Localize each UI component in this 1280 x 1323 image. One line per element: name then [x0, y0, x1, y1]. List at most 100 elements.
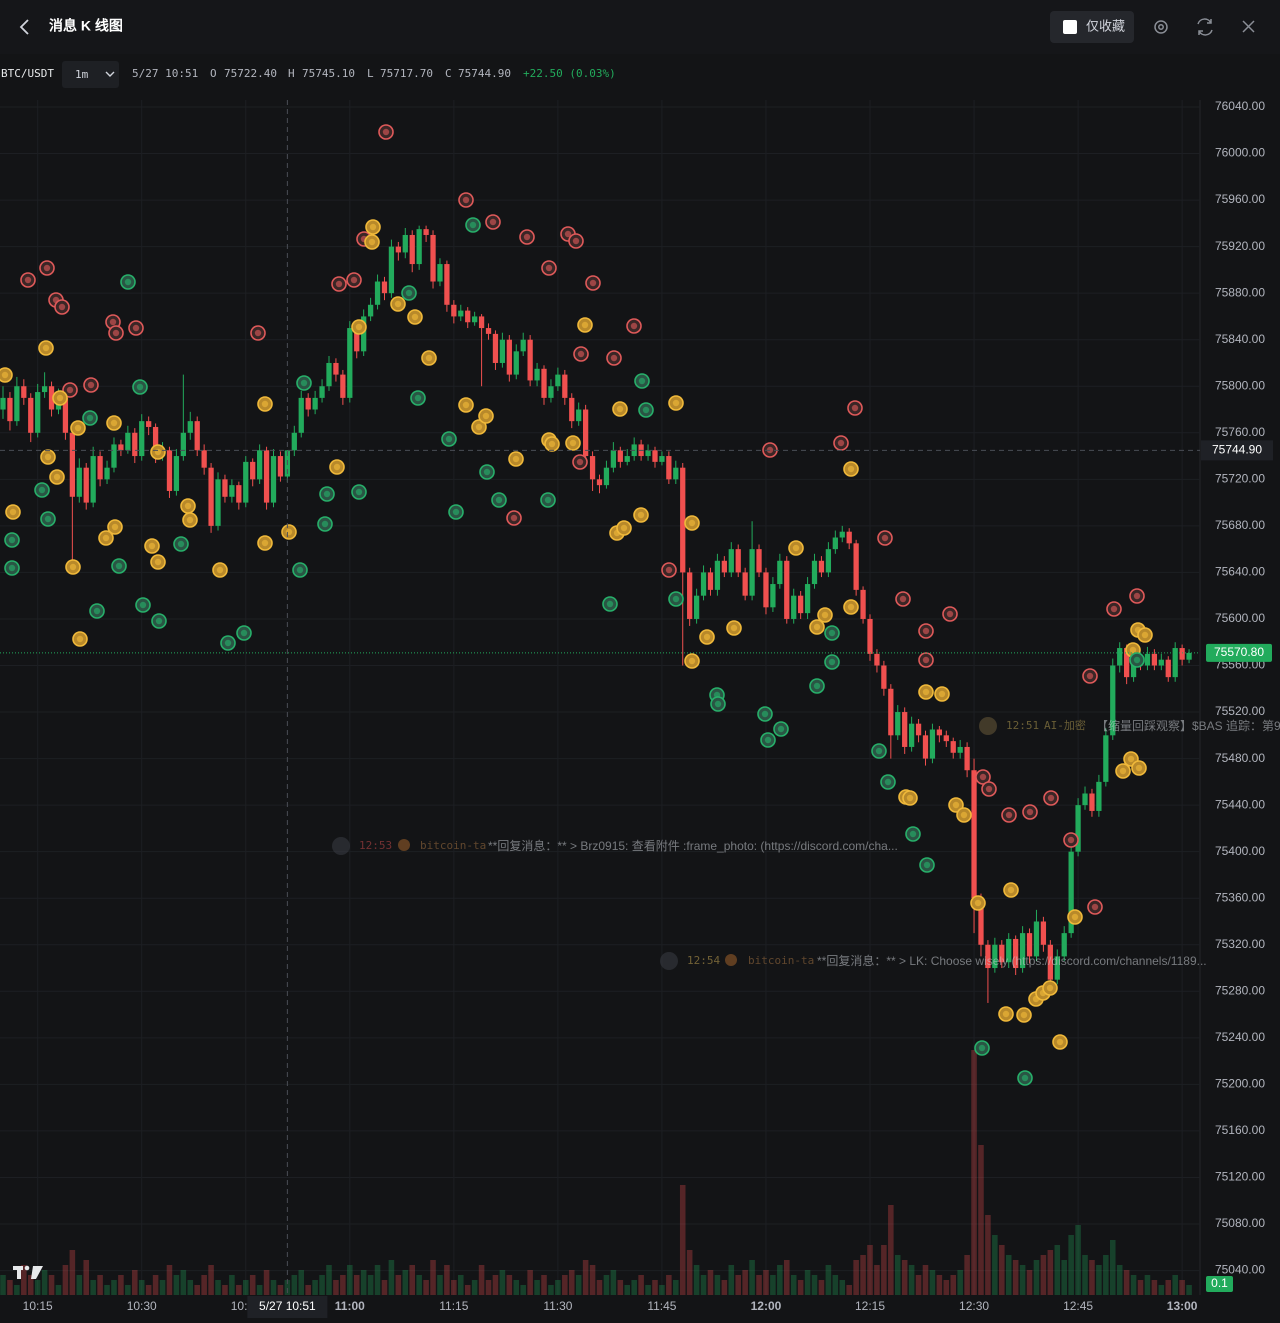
message-marker[interactable]: [106, 415, 122, 431]
message-marker[interactable]: [491, 492, 507, 508]
message-marker[interactable]: [471, 419, 487, 435]
message-marker[interactable]: [974, 1040, 990, 1056]
message-marker[interactable]: [236, 625, 252, 641]
message-marker[interactable]: [98, 530, 114, 546]
message-marker[interactable]: [407, 309, 423, 325]
message-marker[interactable]: [817, 607, 833, 623]
message-marker[interactable]: [1131, 760, 1147, 776]
message-marker[interactable]: [346, 272, 362, 288]
message-marker[interactable]: [572, 454, 588, 470]
message-marker[interactable]: [1003, 882, 1019, 898]
message-marker[interactable]: [72, 631, 88, 647]
message-marker[interactable]: [120, 274, 136, 290]
message-marker[interactable]: [65, 559, 81, 575]
message-marker[interactable]: [82, 410, 98, 426]
message-marker[interactable]: [1106, 601, 1122, 617]
message-marker[interactable]: [871, 743, 887, 759]
toggle-label[interactable]: 仅收藏: [1086, 18, 1125, 33]
message-marker[interactable]: [1042, 980, 1058, 996]
message-marker[interactable]: [956, 807, 972, 823]
message-marker[interactable]: [150, 444, 166, 460]
message-marker[interactable]: [788, 540, 804, 556]
message-marker[interactable]: [465, 217, 481, 233]
message-marker[interactable]: [602, 596, 618, 612]
message-marker[interactable]: [634, 373, 650, 389]
message-marker[interactable]: [421, 350, 437, 366]
message-marker[interactable]: [880, 774, 896, 790]
message-marker[interactable]: [390, 296, 406, 312]
message-marker[interactable]: [401, 285, 417, 301]
message-marker[interactable]: [1087, 899, 1103, 915]
refresh-button[interactable]: [1197, 18, 1213, 36]
message-marker[interactable]: [83, 377, 99, 393]
message-marker[interactable]: [508, 451, 524, 467]
message-marker[interactable]: [458, 192, 474, 208]
interval-select[interactable]: [62, 61, 119, 88]
message-marker[interactable]: [378, 124, 394, 140]
message-marker[interactable]: [1043, 790, 1059, 806]
message-marker[interactable]: [448, 504, 464, 520]
message-marker[interactable]: [296, 375, 312, 391]
message-marker[interactable]: [638, 402, 654, 418]
message-marker[interactable]: [34, 482, 50, 498]
message-marker[interactable]: [111, 558, 127, 574]
message-marker[interactable]: [62, 382, 78, 398]
close-button[interactable]: [1242, 20, 1255, 33]
message-marker[interactable]: [577, 317, 593, 333]
message-marker[interactable]: [1001, 807, 1017, 823]
message-marker[interactable]: [485, 214, 501, 230]
favorites-toggle[interactable]: 仅收藏: [1050, 11, 1134, 43]
message-marker[interactable]: [1067, 909, 1083, 925]
message-marker[interactable]: [833, 435, 849, 451]
message-marker[interactable]: [182, 512, 198, 528]
message-marker[interactable]: [726, 620, 742, 636]
message-bubble[interactable]: 12:51 AI-加密 【缩量回踩观察】$BAS 追踪：第92: [979, 717, 1280, 735]
message-marker[interactable]: [20, 272, 36, 288]
message-marker[interactable]: [612, 401, 628, 417]
message-bubble[interactable]: 12:53 bitcoin-ta **回复消息：** > Brz0915: 查看…: [332, 837, 898, 855]
message-marker[interactable]: [918, 684, 934, 700]
message-marker[interactable]: [1137, 627, 1153, 643]
message-marker[interactable]: [668, 591, 684, 607]
message-marker[interactable]: [4, 532, 20, 548]
message-marker[interactable]: [5, 504, 21, 520]
message-marker[interactable]: [684, 653, 700, 669]
message-marker[interactable]: [661, 562, 677, 578]
message-marker[interactable]: [458, 397, 474, 413]
message-marker[interactable]: [89, 603, 105, 619]
message-marker[interactable]: [54, 299, 70, 315]
message-marker[interactable]: [616, 520, 632, 536]
message-marker[interactable]: [257, 535, 273, 551]
message-marker[interactable]: [220, 635, 236, 651]
message-marker[interactable]: [1129, 652, 1145, 668]
toggle-bg[interactable]: [1050, 11, 1134, 43]
message-marker[interactable]: [710, 696, 726, 712]
message-marker[interactable]: [70, 420, 86, 436]
message-marker[interactable]: [918, 652, 934, 668]
message-marker[interactable]: [1115, 763, 1131, 779]
dropdown-chevron[interactable]: [105, 71, 115, 77]
message-marker[interactable]: [568, 233, 584, 249]
message-marker[interactable]: [981, 781, 997, 797]
back-button[interactable]: [19, 19, 29, 35]
message-marker[interactable]: [760, 732, 776, 748]
message-marker[interactable]: [877, 530, 893, 546]
message-marker[interactable]: [135, 597, 151, 613]
message-bubble[interactable]: 12:54 bitcoin-ta **回复消息：** > LK: Choose …: [660, 952, 1207, 970]
message-marker[interactable]: [351, 319, 367, 335]
message-marker[interactable]: [38, 340, 54, 356]
message-marker[interactable]: [1022, 804, 1038, 820]
message-marker[interactable]: [895, 591, 911, 607]
message-marker[interactable]: [128, 320, 144, 336]
message-marker[interactable]: [919, 857, 935, 873]
message-marker[interactable]: [544, 436, 560, 452]
message-marker[interactable]: [565, 435, 581, 451]
refresh-icon[interactable]: [1197, 18, 1213, 36]
message-marker[interactable]: [319, 486, 335, 502]
message-marker[interactable]: [108, 325, 124, 341]
message-marker[interactable]: [699, 629, 715, 645]
message-marker[interactable]: [585, 275, 601, 291]
message-marker[interactable]: [541, 260, 557, 276]
message-marker[interactable]: [173, 536, 189, 552]
message-marker[interactable]: [478, 408, 494, 424]
